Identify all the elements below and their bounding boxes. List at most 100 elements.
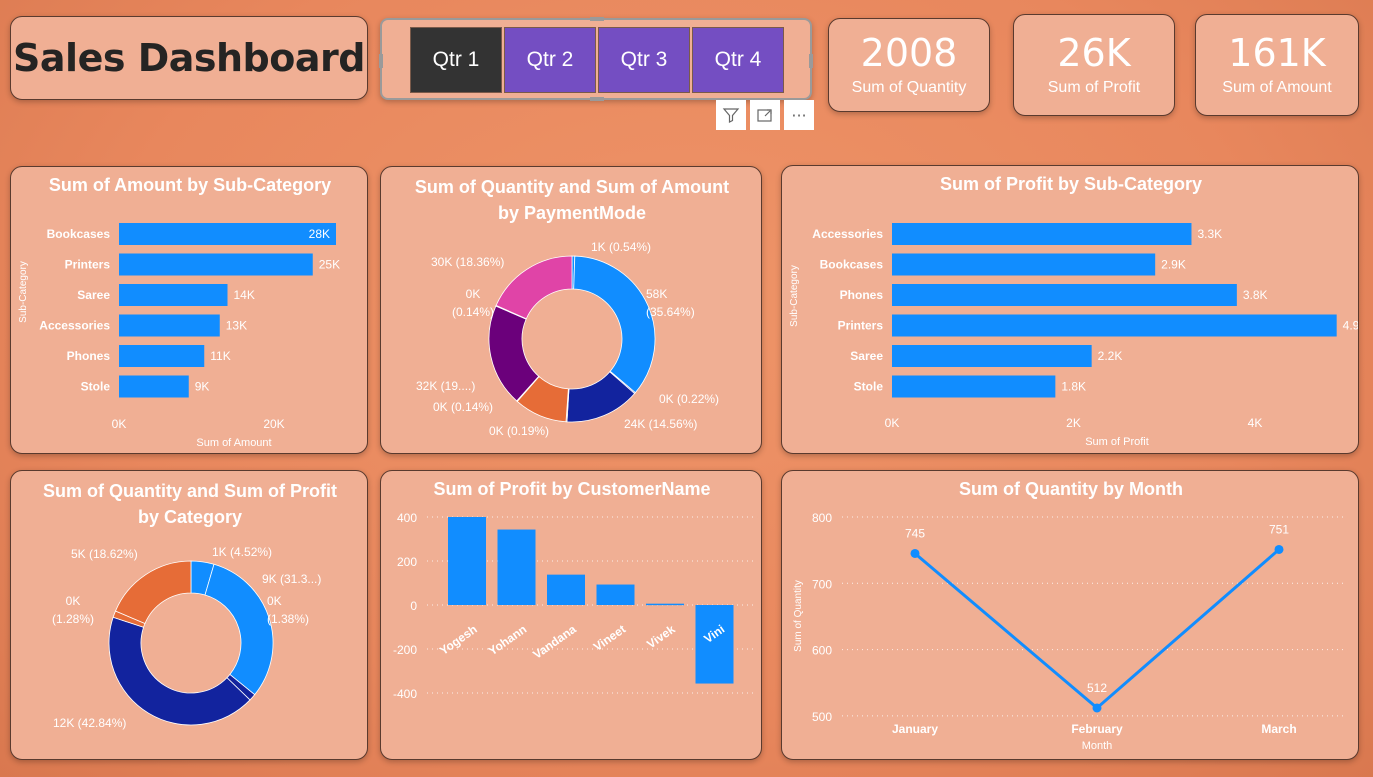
kpi-amount: 161K Sum of Amount: [1195, 14, 1359, 116]
x-tick-label: January: [892, 722, 938, 736]
x-tick-label: 20K: [263, 417, 284, 431]
kpi-label: Sum of Quantity: [851, 78, 967, 96]
slice-label: 30K (18.36%): [431, 255, 504, 269]
slicer-qtr-4[interactable]: Qtr 4: [692, 27, 784, 93]
bar: [119, 284, 228, 306]
kpi-value: 161K: [1228, 31, 1326, 76]
y-tick-label: 0: [410, 599, 417, 613]
bar: [119, 375, 189, 398]
slice-label: 24K (14.56%): [624, 417, 697, 431]
category-label: Vivek: [644, 622, 678, 652]
data-label: 1.8K: [1061, 380, 1086, 394]
category-label: Printers: [65, 258, 111, 272]
y-tick-label: -200: [393, 643, 417, 657]
resize-handle[interactable]: [590, 97, 604, 101]
data-label: 3.3K: [1197, 227, 1222, 241]
donut-slice: [114, 560, 192, 625]
x-axis-title: Sum of Amount: [196, 437, 271, 449]
x-axis-title: Month: [1082, 740, 1113, 752]
bar: [892, 284, 1237, 306]
slice-label: 0K: [66, 594, 81, 608]
kpi-label: Sum of Amount: [1222, 78, 1332, 96]
kpi-label: Sum of Profit: [1047, 78, 1141, 96]
slice-label: (0.14%): [452, 305, 494, 319]
data-point: [1274, 544, 1284, 554]
donut-slice: [495, 255, 573, 320]
bar: [547, 574, 585, 605]
slice-label: 5K (18.62%): [71, 547, 138, 561]
data-label: 3.8K: [1243, 288, 1268, 302]
y-tick-label: 400: [397, 511, 417, 525]
slice-label: (1.38%): [267, 612, 309, 626]
category-label: Yogesh: [437, 622, 480, 658]
title-card: Sales Dashboard: [10, 16, 368, 100]
resize-handle[interactable]: [590, 17, 604, 21]
data-label: 751: [1269, 522, 1289, 536]
chart-title: Sum of Amount by Sub-Category: [49, 175, 331, 195]
x-tick-label: 0K: [885, 416, 900, 430]
slice-label: (1.28%): [52, 612, 94, 626]
data-point: [1092, 703, 1102, 713]
profit-by-subcategory-chart[interactable]: Sum of Profit by Sub-Category Accessories…: [781, 165, 1359, 454]
data-label: 2.9K: [1161, 258, 1186, 272]
data-point: [910, 548, 920, 558]
donut-slice: [573, 255, 656, 394]
category-label: Bookcases: [820, 258, 884, 272]
focus-mode-icon[interactable]: [750, 100, 780, 130]
filter-icon[interactable]: [716, 100, 746, 130]
y-tick-label: 700: [812, 577, 832, 591]
bar: [695, 605, 734, 684]
slicer-qtr-1[interactable]: Qtr 1: [410, 27, 502, 93]
slicer-qtr-3[interactable]: Qtr 3: [598, 27, 690, 93]
chart-title: Sum of Quantity and Sum of Profit: [43, 481, 337, 501]
bar: [646, 603, 684, 606]
kpi-value: 2008: [860, 31, 958, 76]
slice-label: 1K (4.52%): [212, 545, 272, 559]
y-axis-title: Sub-Category: [18, 261, 29, 323]
slicer-qtr-2[interactable]: Qtr 2: [504, 27, 596, 93]
slice-label: (35.64%): [646, 305, 695, 319]
donut-slice: [108, 616, 251, 726]
bar: [892, 253, 1156, 276]
y-tick-label: 500: [812, 710, 832, 724]
more-options-icon[interactable]: ···: [784, 100, 814, 130]
donut-slice: [204, 563, 274, 696]
y-axis-title: Sub-Category: [789, 265, 800, 327]
resize-handle[interactable]: [809, 54, 813, 68]
y-tick-label: 200: [397, 555, 417, 569]
category-label: Stole: [854, 380, 884, 394]
chart-svg: Sum of Quantity and Sum of Amount by Paym…: [415, 177, 729, 438]
data-label: 4.9K: [1343, 319, 1358, 333]
quantity-by-month-chart[interactable]: Sum of Quantity by Month 800 700 600 500 745 J…: [781, 470, 1359, 760]
y-tick-label: -400: [393, 687, 417, 701]
bar: [119, 345, 205, 367]
resize-handle[interactable]: [379, 54, 383, 68]
slice-label: 58K: [646, 287, 667, 301]
y-axis-title: Sum of Quantity: [793, 580, 804, 652]
data-label: 14K: [234, 288, 255, 302]
data-label: 13K: [226, 319, 247, 333]
bar: [892, 223, 1192, 245]
slice-label: 0K (0.22%): [659, 392, 719, 406]
bar: [892, 314, 1337, 337]
x-tick-label: 0K: [112, 417, 127, 431]
profit-by-customername-chart[interactable]: Sum of Profit by CustomerName 400 200 0 -200…: [380, 470, 762, 760]
bar: [119, 223, 336, 245]
bar: [596, 584, 635, 605]
quarter-slicer[interactable]: Qtr 1 Qtr 2 Qtr 3 Qtr 4: [379, 17, 813, 101]
quantity-profit-by-category-chart[interactable]: Sum of Quantity and Sum of Profit by Cate…: [10, 470, 368, 760]
chart-svg: Sum of Quantity by Month 800 700 600 500 745 J…: [793, 479, 1344, 752]
category-label: Yohann: [486, 622, 529, 658]
data-label: 25K: [319, 258, 340, 272]
quantity-amount-by-paymentmode-chart[interactable]: Sum of Quantity and Sum of Amount by Paym…: [380, 166, 762, 454]
slice-label: 0K: [267, 594, 282, 608]
kpi-quantity: 2008 Sum of Quantity: [828, 18, 990, 112]
chart-title: by PaymentMode: [498, 203, 646, 223]
amount-by-subcategory-chart[interactable]: Sum of Amount by Sub-Category Bookcases 28…: [10, 166, 368, 454]
category-label: Phones: [67, 349, 111, 363]
chart-title: Sum of Quantity and Sum of Amount: [415, 177, 729, 197]
chart-svg: Sum of Quantity and Sum of Profit by Cate…: [43, 481, 337, 730]
category-label: Vandana: [530, 622, 579, 662]
chart-title: by Category: [138, 507, 242, 527]
x-axis-title: Sum of Profit: [1085, 436, 1149, 448]
